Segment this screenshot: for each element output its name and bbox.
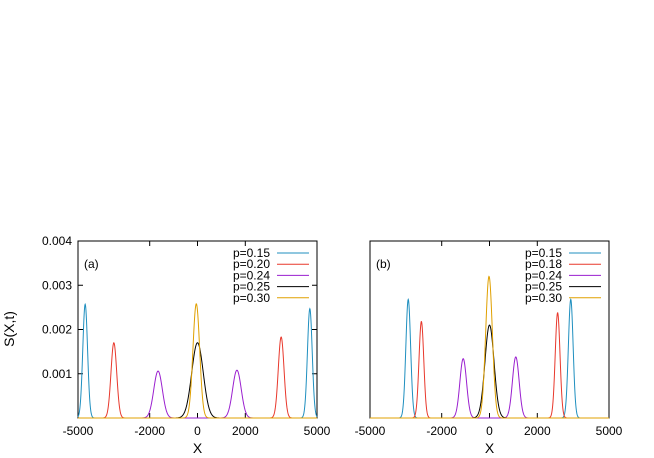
y-tick-label: 0.002 <box>42 323 72 337</box>
legend-label: p=0.18 <box>525 257 562 271</box>
x-tick-label: -2000 <box>426 424 457 438</box>
x-tick-label: 0 <box>194 424 201 438</box>
plot-frame <box>77 240 318 419</box>
legend-label: p=0.25 <box>233 280 270 294</box>
legend-label: p=0.30 <box>525 291 562 305</box>
legend-label: p=0.30 <box>233 291 270 305</box>
panel-label: (a) <box>84 257 99 271</box>
plot-frame <box>369 240 610 419</box>
legend-label: p=0.15 <box>233 246 270 260</box>
legend-label: p=0.15 <box>525 246 562 260</box>
series-line <box>370 312 609 419</box>
x-tick-label: 2000 <box>232 424 259 438</box>
series-line <box>78 369 317 419</box>
panel-a: -5000 -2000 0 2000 5000 0.001 0.002 0.003 0.004 X… <box>42 234 331 456</box>
x-tick-label: 5000 <box>596 424 623 438</box>
x-tick-label: 5000 <box>304 424 331 438</box>
legend-label: p=0.24 <box>525 268 562 282</box>
y-axis-label: S(X,t) <box>1 311 17 347</box>
legend-label: p=0.25 <box>525 280 562 294</box>
series-line <box>370 297 609 419</box>
series-line <box>370 356 609 419</box>
panel-b: -5000 -2000 0 2000 5000X(b)p=0.15p=0.18p=0.2… <box>355 240 623 456</box>
series-line <box>77 302 318 419</box>
x-axis-label: X <box>193 440 203 456</box>
panel-label: (b) <box>376 257 391 271</box>
x-tick-label: -5000 <box>355 424 386 438</box>
y-tick-label: 0.003 <box>42 278 72 292</box>
x-axis-label: X <box>485 440 495 456</box>
x-tick-label: -2000 <box>134 424 165 438</box>
x-tick-label: -5000 <box>63 424 94 438</box>
series-line <box>78 303 317 419</box>
x-tick-label: 0 <box>486 424 493 438</box>
series-line <box>78 336 317 419</box>
legend-label: p=0.20 <box>233 257 270 271</box>
series-line <box>78 342 317 419</box>
legend-label: p=0.24 <box>233 268 270 282</box>
x-tick-label: 2000 <box>524 424 551 438</box>
series-line <box>370 275 609 419</box>
y-tick-label: 0.004 <box>42 234 72 248</box>
y-tick-label: 0.001 <box>42 367 72 381</box>
